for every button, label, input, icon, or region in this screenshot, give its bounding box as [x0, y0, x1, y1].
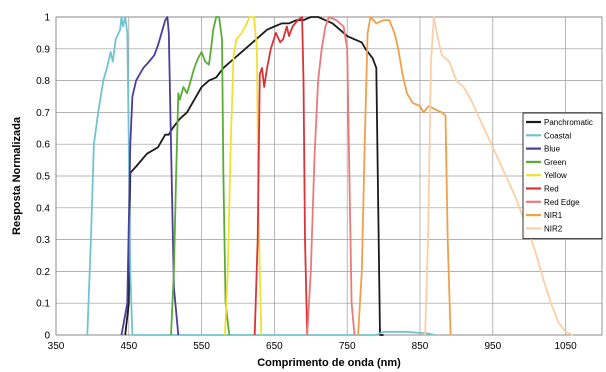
y-tick-label: 0.7 — [36, 108, 50, 119]
y-tick-label: 0.2 — [36, 267, 50, 278]
legend-label-blue: Blue — [544, 145, 561, 154]
legend-label-yellow: Yellow — [544, 171, 567, 180]
legend-label-panchromatic: Panchromatic — [544, 118, 593, 127]
legend-label-red: Red — [544, 185, 559, 194]
y-tick-label: 0.5 — [36, 172, 50, 183]
y-tick-label: 1 — [44, 13, 50, 24]
series-line-green — [170, 16, 231, 336]
x-tick-label: 650 — [266, 341, 283, 352]
x-tick-label: 850 — [412, 341, 429, 352]
x-tick-label: 450 — [120, 341, 137, 352]
y-tick-label: 0.3 — [36, 235, 50, 246]
series-line-red — [253, 16, 309, 336]
x-tick-label: 350 — [48, 341, 65, 352]
legend: Panchromatic Coastal Blue Green Yellow Red Red… — [522, 112, 603, 240]
y-tick-label: 0.8 — [36, 76, 50, 87]
x-tick-label: 550 — [193, 341, 210, 352]
legend-label-nir1: NIR1 — [544, 211, 563, 220]
y-tick-label: 0.4 — [36, 203, 50, 214]
x-tick-label: 950 — [484, 341, 501, 352]
y-tick-label: 0.9 — [36, 44, 50, 55]
legend-label-green: Green — [544, 158, 566, 167]
series-line-blue — [120, 16, 180, 336]
y-tick-label: 0.1 — [36, 299, 50, 310]
series-line-coastal — [86, 16, 435, 336]
x-tick-label: 750 — [339, 341, 356, 352]
series-line-nir2 — [424, 16, 574, 336]
series-line-yellow — [224, 16, 263, 336]
x-axis-label: Comprimento de onda (nm) — [257, 357, 401, 369]
series-lines — [86, 16, 574, 336]
y-axis-label: Resposta Normalizada — [11, 116, 23, 235]
legend-label-nir2: NIR2 — [544, 224, 563, 233]
series-line-red-edge — [306, 16, 356, 336]
legend-label-red-edge: Red Edge — [544, 198, 580, 207]
x-axis-ticks: 350 450 550 650 750 850 950 1050 — [48, 341, 578, 352]
series-line-nir1 — [357, 16, 452, 336]
series-line-panchromatic — [124, 16, 384, 336]
x-tick-label: 1050 — [554, 341, 577, 352]
y-tick-label: 0 — [44, 331, 50, 342]
y-axis-ticks: 0 0.1 0.2 0.3 0.4 0.5 0.6 0.7 0.8 0.9 1 — [36, 13, 50, 342]
y-tick-label: 0.6 — [36, 140, 50, 151]
legend-label-coastal: Coastal — [544, 131, 571, 140]
